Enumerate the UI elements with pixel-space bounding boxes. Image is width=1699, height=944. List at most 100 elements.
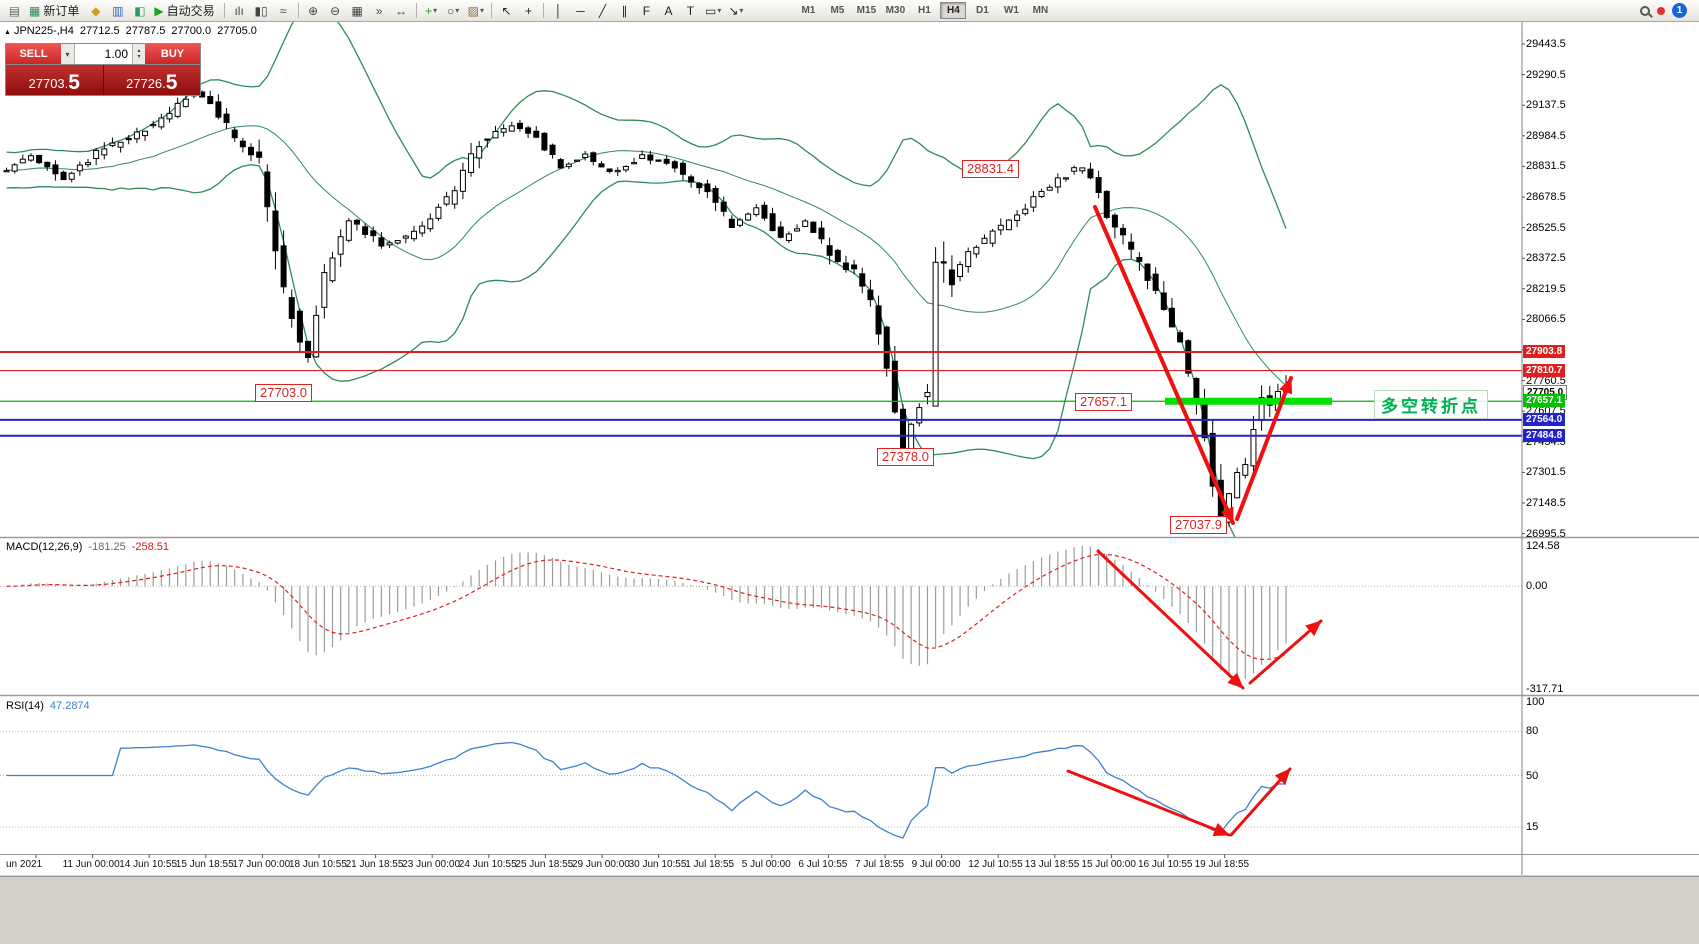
annotation-note: 多空转折点 [1374,390,1488,419]
time-axis-label: 29 Jun 00:00 [572,859,630,870]
rsi-indicator-label: RSI(14) 47.2874 [6,700,96,712]
spin-up-icon[interactable]: ▴ [137,48,141,54]
spin-down-icon[interactable]: ▾ [137,54,141,60]
auto-scroll-icon-glyph: » [375,3,383,18]
template-icon[interactable]: ▨ ▾ [465,2,487,20]
vertical-line-icon[interactable]: │ [548,2,569,20]
toolbar-separator [542,3,544,18]
notification-badge[interactable]: 1 [1672,3,1687,18]
price-axis-label: 29290.5 [1526,68,1566,81]
buy-price-main: 27726. [126,76,166,91]
horizontal-line-icon[interactable]: ─ [570,2,591,20]
period-menu-icon-glyph: ○ [446,3,455,18]
cursor-icon[interactable]: ↖ [496,2,517,20]
shapes-icon[interactable]: ▭ ▾ [702,2,724,20]
macd-value: -181.25 [88,541,126,553]
autotrade-button-label: 自动交易 [166,4,215,18]
chart-background [0,22,1699,875]
price-axis-label: 29137.5 [1526,99,1566,112]
trendline-icon[interactable]: ╱ [592,2,613,20]
insert-indicator-icon[interactable]: + ▾ [421,2,442,20]
macd-axis-label: -317.71 [1526,683,1564,695]
zoom-out-icon[interactable]: ⊖ [325,2,346,20]
new-order-button-label: 新订单 [43,4,80,18]
macd-signal-value: -258.51 [131,541,170,553]
period-menu-icon[interactable]: ○ ▾ [443,2,464,20]
zoom-out-icon-glyph: ⊖ [330,3,341,18]
timeframe-d1[interactable]: D1 [976,5,989,16]
crosshair-icon[interactable]: + [518,2,539,20]
time-axis-label: 6 Jul 10:55 [798,859,848,870]
price-axis-label: 27760.5 [1526,374,1566,387]
buy-button[interactable]: BUY [145,44,200,64]
price-axis-label: 26995.5 [1526,527,1566,540]
expand-icon[interactable]: ▲ [4,29,11,36]
low-value: 27700.0 [171,25,212,37]
buy-price-display[interactable]: 27726. 5 [102,65,200,95]
timeframe-m1[interactable]: M1 [801,5,816,16]
autotrade-button[interactable]: ▶ 自动交易 [151,2,219,20]
rsi-name: RSI(14) [6,700,44,712]
time-axis-label: 25 Jun 18:55 [515,859,574,870]
toolbar-separator [415,3,417,18]
macd-axis-label: 0.00 [1526,580,1548,593]
timeframe-m5[interactable]: M5 [830,5,845,16]
template-icon-caret: ▾ [479,6,484,15]
fibonacci-icon[interactable]: F [636,2,657,20]
market-watch-icon[interactable]: ▥ [107,2,128,20]
channel-icon[interactable]: ∥ [614,2,635,20]
sell-price-pip: 5 [68,71,80,94]
search-icon[interactable] [1640,5,1650,16]
timeframe-w1[interactable]: W1 [1003,5,1019,16]
arrow-tools-icon[interactable]: ↘ ▾ [725,2,746,20]
volume-input[interactable]: 1.00 [75,44,132,64]
label-icon[interactable]: T [680,2,701,20]
sell-button[interactable]: SELL [6,44,61,64]
bar-chart-type-icon[interactable]: ılı [229,2,250,20]
sell-price-display[interactable]: 27703. 5 [6,65,103,95]
price-callout-label: 27037.9 [1170,516,1227,534]
time-axis-label: 21 Jun 18:55 [345,859,404,870]
rsi-value: 47.2874 [49,700,90,712]
chart-shift-icon[interactable]: ↔ [391,2,412,20]
order-type-dropdown-icon[interactable]: ▾ [61,44,75,64]
time-axis-label: 23 Jun 00:00 [402,859,461,870]
new-order-button[interactable]: ▦ 新订单 [26,2,84,20]
shapes-icon-caret: ▾ [717,6,722,15]
indicators-icon-glyph: ◆ [91,3,101,18]
price-axis-label: 27148.5 [1526,497,1566,509]
time-axis-label: 19 Jul 18:55 [1194,859,1250,870]
time-axis-label: 24 Jun 10:55 [458,859,517,870]
crosshair-icon-glyph: + [524,3,532,18]
timeframe-m30[interactable]: M30 [885,5,906,16]
chart-info-line: ▲ JPN225-,H4 27712.5 27787.5 27700.0 27705.0 [4,25,263,37]
auto-scroll-icon[interactable]: » [369,2,390,20]
timeframe-m15[interactable]: M15 [856,5,877,16]
tile-windows-icon[interactable]: ▦ [347,2,368,20]
volume-spinner[interactable]: ▴ ▾ [132,44,145,64]
line-chart-type-icon[interactable]: ≈ [273,2,294,20]
timeframe-h1[interactable]: H1 [918,5,931,16]
price-axis-badge: 27484.8 [1523,428,1566,442]
time-axis-label: 18 Jun 10:55 [289,859,347,870]
text-icon[interactable]: A [658,2,679,20]
indicators-icon[interactable]: ◆ [85,2,106,20]
time-axis-label: 13 Jul 18:55 [1024,859,1080,870]
time-axis-label: 15 Jul 00:00 [1081,859,1136,870]
price-axis-badge: 27810.7 [1523,363,1566,377]
toolbar-separator [297,3,299,18]
text-icon-glyph: A [664,3,673,18]
time-axis-label: 1 Jul 18:55 [685,859,735,870]
price-callout-label: 27378.0 [877,448,934,466]
zoom-in-icon[interactable]: ⊕ [303,2,324,20]
timeframe-mn[interactable]: MN [1032,5,1049,16]
data-window-icon[interactable]: ◧ [129,2,150,20]
candlestick-type-icon[interactable]: ▮▯ [251,2,272,20]
toolbar: ▤ ▦ 新订单 ◆ ▥ ◧ ▶ 自动交易 ılı ▮▯ ≈ ⊕ ⊖ ▦» ↔ + ▾ ○ ▾ ▨ ▾ ↖ + │ ─ ╱ ∥ F A T ▭… [0,0,1699,22]
timeframe-h4[interactable]: H4 [940,2,967,19]
chart-window-icon[interactable]: ▤ [4,2,25,20]
line-chart-type-icon-glyph: ≈ [279,3,287,18]
template-icon-glyph: ▨ [467,3,479,18]
window-bottom-area [0,876,1699,944]
